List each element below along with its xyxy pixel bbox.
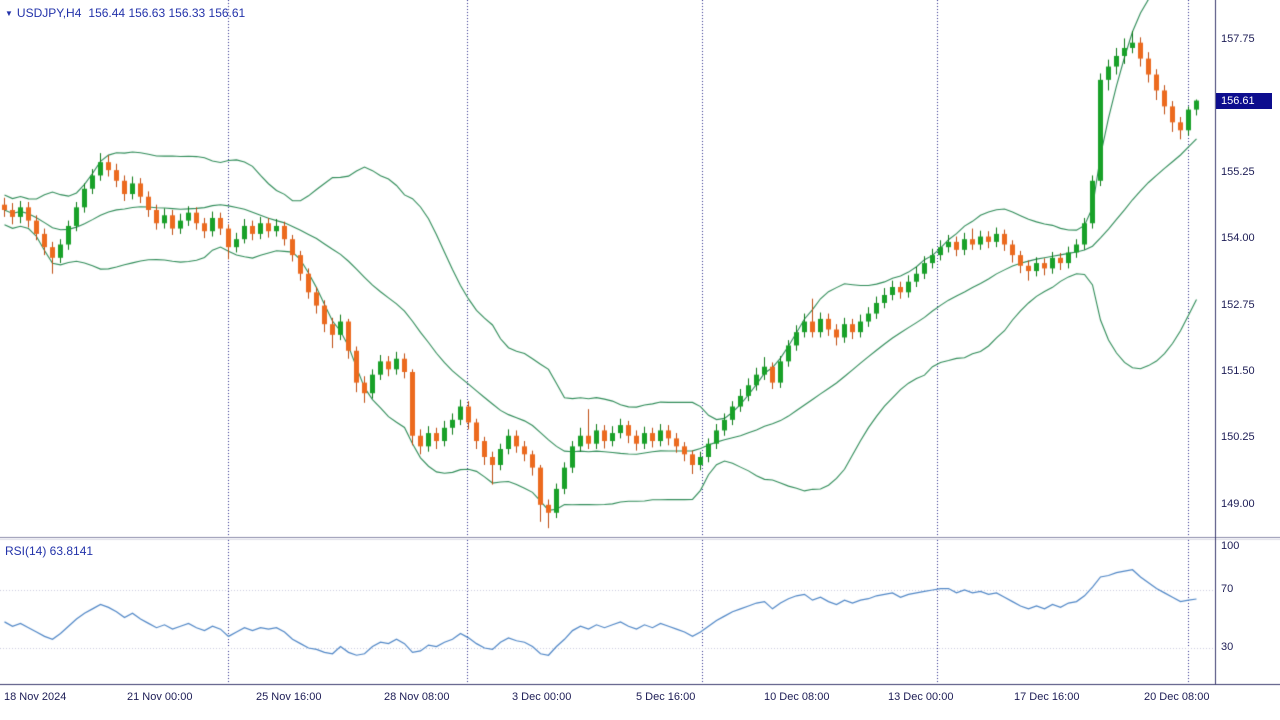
time-axis-label: 28 Nov 08:00 — [384, 691, 450, 703]
time-axis-label: 3 Dec 00:00 — [512, 691, 572, 703]
time-axis-label: 17 Dec 16:00 — [1014, 691, 1080, 703]
current-price-badge: 156.61 — [1216, 92, 1272, 109]
price-axis-label: 154.00 — [1221, 232, 1255, 245]
symbol-period-label: USDJPY,H4 — [16, 6, 82, 20]
price-axis-label: 151.50 — [1221, 365, 1255, 377]
time-axis-label: 25 Nov 16:00 — [256, 691, 322, 703]
price-axis-label: 152.75 — [1221, 298, 1255, 311]
rsi-axis-label: 100 — [1221, 539, 1240, 552]
price-axis-label: 157.75 — [1221, 33, 1255, 45]
chart-title: ▼ USDJPY,H4 156.44 156.63 156.33 156.61 — [5, 6, 245, 20]
rsi-axis-label: 30 — [1221, 641, 1234, 653]
time-axis-label: 13 Dec 00:00 — [888, 691, 954, 703]
price-axis-label: 155.25 — [1221, 165, 1255, 178]
price-axis-label: 149.00 — [1221, 497, 1255, 510]
ohlc-values: 156.44 156.63 156.33 156.61 — [88, 6, 246, 20]
time-axis-label: 10 Dec 08:00 — [764, 691, 830, 703]
time-axis-label: 21 Nov 00:00 — [127, 691, 193, 703]
time-axis-label: 20 Dec 08:00 — [1144, 691, 1210, 703]
time-axis-label: 5 Dec 16:00 — [636, 691, 696, 703]
symbol-dropdown-icon[interactable]: ▼ — [5, 9, 13, 18]
price-axis-label: 150.25 — [1221, 431, 1255, 444]
time-axis-label: 18 Nov 2024 — [4, 691, 67, 703]
rsi-indicator-label: RSI(14) 63.8141 — [5, 544, 94, 558]
rsi-axis-label: 70 — [1221, 583, 1234, 595]
